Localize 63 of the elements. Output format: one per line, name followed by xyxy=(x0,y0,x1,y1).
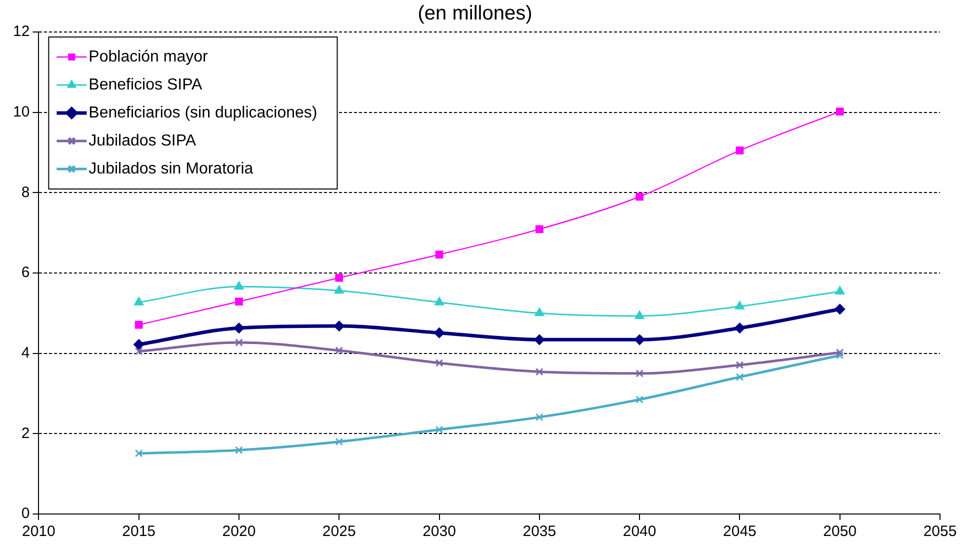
point xyxy=(735,301,744,310)
x-tick-label: 2045 xyxy=(723,523,756,540)
y-tick-label: 6 xyxy=(21,264,30,282)
y-tick-label: 4 xyxy=(21,344,30,362)
point xyxy=(234,281,244,290)
point xyxy=(835,286,844,294)
point xyxy=(534,334,545,345)
point xyxy=(736,373,744,381)
point xyxy=(736,146,744,154)
point xyxy=(234,322,244,334)
point xyxy=(435,426,444,434)
point xyxy=(634,334,645,345)
y-tick-label: 0 xyxy=(21,505,30,522)
point xyxy=(535,413,544,422)
legend-label: Beneficios SIPA xyxy=(88,76,203,94)
y-tick-label: 8 xyxy=(21,184,30,201)
point xyxy=(836,351,844,360)
legend-label: Beneficiarios (sin duplicaciones) xyxy=(88,104,318,122)
point xyxy=(636,369,644,378)
y-tick-label: 10 xyxy=(12,103,30,120)
point xyxy=(736,361,744,369)
point xyxy=(434,297,444,306)
y-tick-label: 2 xyxy=(21,424,30,442)
point xyxy=(134,297,144,306)
x-tick-label: 2030 xyxy=(422,523,456,540)
point xyxy=(335,346,344,354)
point xyxy=(435,359,444,367)
x-tick-label: 2055 xyxy=(923,523,957,540)
point xyxy=(235,446,243,454)
point xyxy=(435,250,444,258)
point xyxy=(134,449,143,458)
point xyxy=(134,320,143,329)
x-tick-label: 2050 xyxy=(823,523,857,540)
point xyxy=(335,274,344,282)
point xyxy=(334,285,344,294)
point xyxy=(434,328,445,338)
legend-label: Población mayor xyxy=(88,48,209,66)
point xyxy=(235,338,243,346)
x-tick-label: 2025 xyxy=(322,523,356,540)
x-tick-label: 2035 xyxy=(522,523,556,540)
point xyxy=(535,368,544,376)
point xyxy=(335,438,344,446)
x-tick-label: 2020 xyxy=(222,523,256,540)
point xyxy=(734,322,745,334)
point xyxy=(636,396,644,404)
x-tick-label: 2015 xyxy=(122,523,156,540)
point xyxy=(534,308,544,316)
point xyxy=(235,298,243,306)
point xyxy=(836,108,844,116)
point xyxy=(634,310,644,319)
legend-label: Jubilados sin Moratoria xyxy=(88,160,254,178)
chart-title: (en millones) xyxy=(418,2,532,25)
y-tick-label: 12 xyxy=(12,23,30,40)
x-tick-label: 2040 xyxy=(622,523,656,540)
x-tick-label: 2010 xyxy=(22,523,56,540)
point xyxy=(836,348,844,356)
point xyxy=(134,347,143,356)
point xyxy=(636,192,644,201)
point xyxy=(134,339,144,350)
point xyxy=(834,304,846,314)
legend-label: Jubilados SIPA xyxy=(88,132,196,150)
point xyxy=(535,225,544,234)
point xyxy=(334,320,344,332)
